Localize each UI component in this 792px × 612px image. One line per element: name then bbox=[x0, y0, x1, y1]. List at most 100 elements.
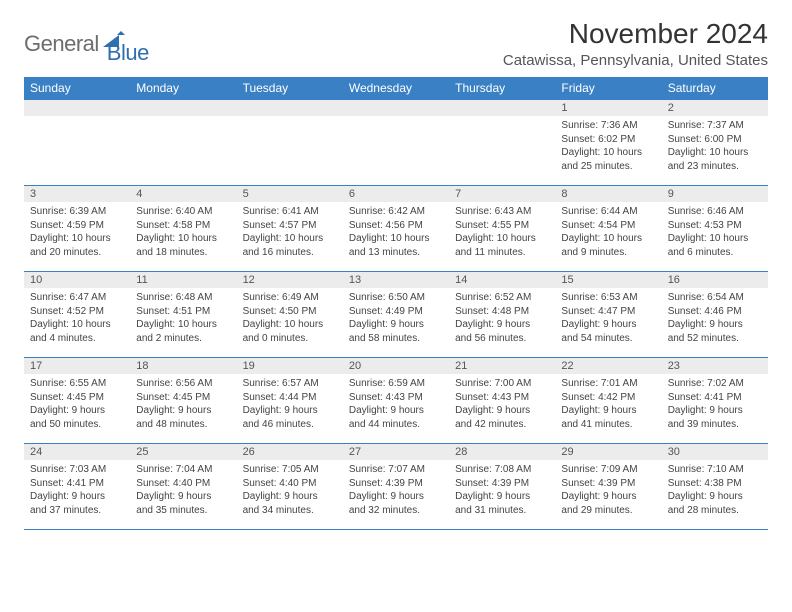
day-info: Sunrise: 7:02 AMSunset: 4:41 PMDaylight:… bbox=[662, 374, 768, 435]
day-number: 12 bbox=[237, 272, 343, 288]
calendar-day-cell: 13Sunrise: 6:50 AMSunset: 4:49 PMDayligh… bbox=[343, 272, 449, 358]
day-info: Sunrise: 7:01 AMSunset: 4:42 PMDaylight:… bbox=[555, 374, 661, 435]
daylight-text: Daylight: 10 hours and 2 minutes. bbox=[136, 318, 230, 345]
daylight-text: Daylight: 10 hours and 11 minutes. bbox=[455, 232, 549, 259]
daylight-text: Daylight: 9 hours and 48 minutes. bbox=[136, 404, 230, 431]
day-number: 7 bbox=[449, 186, 555, 202]
sunrise-text: Sunrise: 6:53 AM bbox=[561, 291, 655, 305]
day-info: Sunrise: 6:41 AMSunset: 4:57 PMDaylight:… bbox=[237, 202, 343, 263]
daylight-text: Daylight: 9 hours and 28 minutes. bbox=[668, 490, 762, 517]
daylight-text: Daylight: 9 hours and 41 minutes. bbox=[561, 404, 655, 431]
day-info: Sunrise: 6:59 AMSunset: 4:43 PMDaylight:… bbox=[343, 374, 449, 435]
day-info: Sunrise: 6:42 AMSunset: 4:56 PMDaylight:… bbox=[343, 202, 449, 263]
sunset-text: Sunset: 4:59 PM bbox=[30, 219, 124, 233]
day-number: 30 bbox=[662, 444, 768, 460]
day-number: 17 bbox=[24, 358, 130, 374]
sunset-text: Sunset: 4:42 PM bbox=[561, 391, 655, 405]
calendar-day-cell bbox=[237, 100, 343, 186]
day-number: 10 bbox=[24, 272, 130, 288]
day-info: Sunrise: 6:53 AMSunset: 4:47 PMDaylight:… bbox=[555, 288, 661, 349]
sunset-text: Sunset: 4:54 PM bbox=[561, 219, 655, 233]
day-info: Sunrise: 7:03 AMSunset: 4:41 PMDaylight:… bbox=[24, 460, 130, 521]
month-title: November 2024 bbox=[503, 18, 768, 50]
day-number: 6 bbox=[343, 186, 449, 202]
sunset-text: Sunset: 4:51 PM bbox=[136, 305, 230, 319]
sunset-text: Sunset: 4:43 PM bbox=[455, 391, 549, 405]
daylight-text: Daylight: 10 hours and 20 minutes. bbox=[30, 232, 124, 259]
sunset-text: Sunset: 4:45 PM bbox=[30, 391, 124, 405]
sunrise-text: Sunrise: 6:57 AM bbox=[243, 377, 337, 391]
sunset-text: Sunset: 4:52 PM bbox=[30, 305, 124, 319]
calendar-day-cell: 27Sunrise: 7:07 AMSunset: 4:39 PMDayligh… bbox=[343, 444, 449, 530]
sunset-text: Sunset: 4:57 PM bbox=[243, 219, 337, 233]
day-number: 4 bbox=[130, 186, 236, 202]
calendar-page: General Blue November 2024 Catawissa, Pe… bbox=[0, 0, 792, 548]
sunrise-text: Sunrise: 6:44 AM bbox=[561, 205, 655, 219]
daylight-text: Daylight: 9 hours and 34 minutes. bbox=[243, 490, 337, 517]
sunset-text: Sunset: 6:00 PM bbox=[668, 133, 762, 147]
calendar-day-cell bbox=[130, 100, 236, 186]
calendar-day-cell: 6Sunrise: 6:42 AMSunset: 4:56 PMDaylight… bbox=[343, 186, 449, 272]
daylight-text: Daylight: 9 hours and 31 minutes. bbox=[455, 490, 549, 517]
calendar-day-cell: 2Sunrise: 7:37 AMSunset: 6:00 PMDaylight… bbox=[662, 100, 768, 186]
weekday-header: Saturday bbox=[662, 77, 768, 100]
day-info: Sunrise: 6:39 AMSunset: 4:59 PMDaylight:… bbox=[24, 202, 130, 263]
calendar-day-cell: 1Sunrise: 7:36 AMSunset: 6:02 PMDaylight… bbox=[555, 100, 661, 186]
weekday-header: Wednesday bbox=[343, 77, 449, 100]
calendar-day-cell: 28Sunrise: 7:08 AMSunset: 4:39 PMDayligh… bbox=[449, 444, 555, 530]
day-number: 29 bbox=[555, 444, 661, 460]
calendar-day-cell: 7Sunrise: 6:43 AMSunset: 4:55 PMDaylight… bbox=[449, 186, 555, 272]
calendar-week-row: 17Sunrise: 6:55 AMSunset: 4:45 PMDayligh… bbox=[24, 358, 768, 444]
calendar-day-cell: 12Sunrise: 6:49 AMSunset: 4:50 PMDayligh… bbox=[237, 272, 343, 358]
sunset-text: Sunset: 4:48 PM bbox=[455, 305, 549, 319]
brand-text-general: General bbox=[24, 31, 99, 57]
sunset-text: Sunset: 4:40 PM bbox=[243, 477, 337, 491]
calendar-day-cell: 9Sunrise: 6:46 AMSunset: 4:53 PMDaylight… bbox=[662, 186, 768, 272]
calendar-day-cell: 15Sunrise: 6:53 AMSunset: 4:47 PMDayligh… bbox=[555, 272, 661, 358]
calendar-day-cell: 22Sunrise: 7:01 AMSunset: 4:42 PMDayligh… bbox=[555, 358, 661, 444]
sunrise-text: Sunrise: 6:46 AM bbox=[668, 205, 762, 219]
daylight-text: Daylight: 10 hours and 9 minutes. bbox=[561, 232, 655, 259]
day-number: 21 bbox=[449, 358, 555, 374]
day-number: 8 bbox=[555, 186, 661, 202]
sunset-text: Sunset: 4:47 PM bbox=[561, 305, 655, 319]
day-number: 23 bbox=[662, 358, 768, 374]
day-number: 11 bbox=[130, 272, 236, 288]
calendar-day-cell: 16Sunrise: 6:54 AMSunset: 4:46 PMDayligh… bbox=[662, 272, 768, 358]
sunrise-text: Sunrise: 6:42 AM bbox=[349, 205, 443, 219]
sunset-text: Sunset: 4:43 PM bbox=[349, 391, 443, 405]
day-number: 13 bbox=[343, 272, 449, 288]
sunrise-text: Sunrise: 7:07 AM bbox=[349, 463, 443, 477]
day-info: Sunrise: 6:48 AMSunset: 4:51 PMDaylight:… bbox=[130, 288, 236, 349]
sunrise-text: Sunrise: 7:08 AM bbox=[455, 463, 549, 477]
sunset-text: Sunset: 4:53 PM bbox=[668, 219, 762, 233]
day-number: 22 bbox=[555, 358, 661, 374]
day-number: 14 bbox=[449, 272, 555, 288]
sunset-text: Sunset: 4:56 PM bbox=[349, 219, 443, 233]
day-number bbox=[130, 100, 236, 116]
location-text: Catawissa, Pennsylvania, United States bbox=[503, 52, 768, 69]
daylight-text: Daylight: 10 hours and 23 minutes. bbox=[668, 146, 762, 173]
calendar-table: Sunday Monday Tuesday Wednesday Thursday… bbox=[24, 77, 768, 530]
calendar-day-cell: 19Sunrise: 6:57 AMSunset: 4:44 PMDayligh… bbox=[237, 358, 343, 444]
day-number: 26 bbox=[237, 444, 343, 460]
daylight-text: Daylight: 9 hours and 37 minutes. bbox=[30, 490, 124, 517]
day-number: 25 bbox=[130, 444, 236, 460]
day-info: Sunrise: 7:09 AMSunset: 4:39 PMDaylight:… bbox=[555, 460, 661, 521]
sunset-text: Sunset: 4:39 PM bbox=[561, 477, 655, 491]
day-info: Sunrise: 7:37 AMSunset: 6:00 PMDaylight:… bbox=[662, 116, 768, 177]
day-info: Sunrise: 7:00 AMSunset: 4:43 PMDaylight:… bbox=[449, 374, 555, 435]
sunrise-text: Sunrise: 6:41 AM bbox=[243, 205, 337, 219]
day-info: Sunrise: 7:04 AMSunset: 4:40 PMDaylight:… bbox=[130, 460, 236, 521]
day-number: 27 bbox=[343, 444, 449, 460]
calendar-day-cell: 17Sunrise: 6:55 AMSunset: 4:45 PMDayligh… bbox=[24, 358, 130, 444]
calendar-day-cell: 20Sunrise: 6:59 AMSunset: 4:43 PMDayligh… bbox=[343, 358, 449, 444]
sunrise-text: Sunrise: 7:03 AM bbox=[30, 463, 124, 477]
calendar-week-row: 10Sunrise: 6:47 AMSunset: 4:52 PMDayligh… bbox=[24, 272, 768, 358]
day-number bbox=[237, 100, 343, 116]
sunrise-text: Sunrise: 7:37 AM bbox=[668, 119, 762, 133]
sunset-text: Sunset: 4:41 PM bbox=[668, 391, 762, 405]
sunrise-text: Sunrise: 6:54 AM bbox=[668, 291, 762, 305]
daylight-text: Daylight: 10 hours and 18 minutes. bbox=[136, 232, 230, 259]
day-info: Sunrise: 6:49 AMSunset: 4:50 PMDaylight:… bbox=[237, 288, 343, 349]
